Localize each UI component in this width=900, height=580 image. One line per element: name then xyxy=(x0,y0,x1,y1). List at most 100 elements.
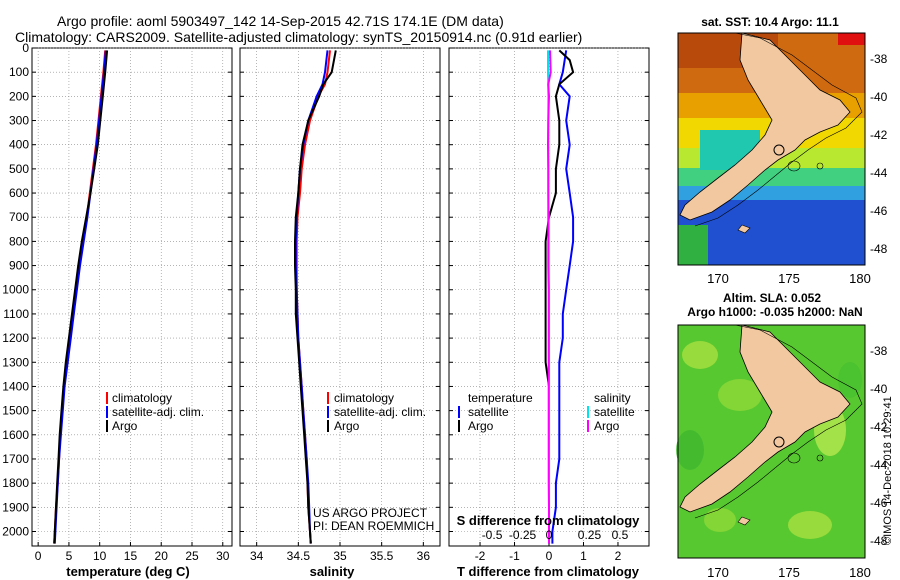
sst-map: -38 -40 -42 -44 -46 -48 170 175 180 xyxy=(677,32,888,286)
depth-tick-label: 1500 xyxy=(2,404,29,418)
legend-temp-argo-label: Argo xyxy=(468,419,494,433)
depth-tick-label: 100 xyxy=(9,65,29,79)
legend-climatology-label: climatology xyxy=(112,391,172,405)
x-tick-label: 35 xyxy=(333,549,347,563)
depth-tick-label: 300 xyxy=(9,114,29,128)
lon-tick-label: 180 xyxy=(849,565,871,580)
depth-tick-label: 0 xyxy=(22,41,29,55)
lat-tick-label: -46 xyxy=(870,204,888,218)
depth-tick-label: 1600 xyxy=(2,428,29,442)
lat-tick-label: -40 xyxy=(870,90,888,104)
figure-title-line-1: Argo profile: aoml 5903497_142 14-Sep-20… xyxy=(57,13,504,29)
series-line-argo xyxy=(53,50,109,544)
series-line-satellite-adj-clim- xyxy=(294,50,329,544)
depth-tick-label: 200 xyxy=(9,89,29,103)
s-tick-label: 0 xyxy=(546,528,553,542)
temperature-axis-label: temperature (deg C) xyxy=(66,564,190,579)
depth-tick-label: 1300 xyxy=(2,355,29,369)
salinity-axis-label: salinity xyxy=(310,564,356,579)
s-tick-label: -0.25 xyxy=(509,528,537,542)
series-line-climatology xyxy=(53,50,107,544)
depth-tick-label: 900 xyxy=(9,259,29,273)
lat-tick-label: -48 xyxy=(870,242,888,256)
depth-tick-label: 500 xyxy=(9,162,29,176)
x-tick-label: 34.5 xyxy=(287,549,311,563)
depth-tick-label: 700 xyxy=(9,210,29,224)
lon-tick-label: 180 xyxy=(849,271,871,286)
x-tick-label: 10 xyxy=(93,549,107,563)
lon-tick-label: 175 xyxy=(778,565,800,580)
lat-tick-label: -38 xyxy=(870,52,888,66)
x-tick-label: 15 xyxy=(124,549,138,563)
lon-tick-label: 170 xyxy=(707,565,729,580)
sst-map-title: sat. SST: 10.4 Argo: 11.1 xyxy=(701,15,839,29)
lat-tick-label: -42 xyxy=(870,420,888,434)
temperature-legend: climatology satellite-adj. clim. Argo xyxy=(106,391,204,433)
x-tick-label: 25 xyxy=(185,549,199,563)
lat-tick-label: -44 xyxy=(870,166,888,180)
imos-timestamp-label: ©IMOS 14-Dec-2018 10:29:41 xyxy=(882,396,894,545)
depth-tick-label: 600 xyxy=(9,186,29,200)
series-line-satellite-adj-clim- xyxy=(53,50,107,544)
lat-tick-label: -42 xyxy=(870,128,888,142)
legend-temperature-heading: temperature xyxy=(468,391,533,405)
salinity-legend: climatology satellite-adj. clim. Argo xyxy=(327,391,426,433)
legend-sal-satellite-label: satellite xyxy=(594,405,635,419)
legend-argo-label: Argo xyxy=(334,419,360,433)
sla-map-lat-ticks: -38 -40 -42 -44 -46 -48 xyxy=(870,344,888,548)
depth-axis-labels: 0 100 200 300 400 500 600 700 800 900 1000 1100 1200… xyxy=(2,41,29,538)
lat-tick-label: -38 xyxy=(870,344,888,358)
depth-tick-label: 1700 xyxy=(2,452,29,466)
difference-legend: temperature satellite Argo salinity sate… xyxy=(458,391,635,433)
s-tick-label: -0.5 xyxy=(482,528,503,542)
temperature-panel-frame xyxy=(31,47,233,547)
legend-satellite-label: satellite-adj. clim. xyxy=(334,405,426,419)
x-tick-label: 2 xyxy=(615,549,622,563)
sla-map: -38 -40 -42 -44 -46 -48 170 175 180 xyxy=(676,324,888,580)
lon-tick-label: 170 xyxy=(707,271,729,286)
depth-tick-label: 1800 xyxy=(2,476,29,490)
x-tick-label: 5 xyxy=(66,549,73,563)
sla-map-isobath xyxy=(694,324,863,519)
x-tick-label: 0 xyxy=(546,549,553,563)
sla-map-subtitle: Argo h1000: -0.035 h2000: NaN xyxy=(687,305,862,319)
sst-map-lon-ticks: 170 175 180 xyxy=(707,271,871,286)
x-tick-label: 34 xyxy=(250,549,264,563)
legend-satellite-label: satellite-adj. clim. xyxy=(112,405,204,419)
depth-tick-label: 1200 xyxy=(2,331,29,345)
lat-tick-label: -44 xyxy=(870,458,888,472)
legend-argo-label: Argo xyxy=(112,419,138,433)
x-tick-label: 36 xyxy=(417,549,431,563)
lon-tick-label: 175 xyxy=(778,271,800,286)
legend-salinity-heading: salinity xyxy=(594,391,631,405)
x-tick-label: 30 xyxy=(216,549,230,563)
sst-map-new-zealand-landmass xyxy=(679,32,851,221)
x-tick-label: -1 xyxy=(509,549,520,563)
legend-climatology-label: climatology xyxy=(334,391,394,405)
series-line-argo xyxy=(294,50,337,544)
sst-map-argo-location-marker xyxy=(773,144,785,156)
x-tick-label: 0 xyxy=(35,549,42,563)
legend-sal-argo-label: Argo xyxy=(594,419,620,433)
x-tick-label: 35.5 xyxy=(370,549,394,563)
depth-tick-label: 1900 xyxy=(2,500,29,514)
t-difference-axis-label: T difference from climatology xyxy=(457,564,640,579)
s-tick-label: 0.25 xyxy=(578,528,602,542)
depth-tick-label: 800 xyxy=(9,234,29,248)
series-line-climatology xyxy=(295,50,331,544)
s-difference-axis-label: S difference from climatology xyxy=(457,513,641,528)
sla-map-lon-ticks: 170 175 180 xyxy=(707,565,871,580)
depth-tick-label: 1400 xyxy=(2,379,29,393)
sla-map-new-zealand-landmass xyxy=(679,324,851,513)
sla-map-title: Altim. SLA: 0.052 xyxy=(723,291,821,305)
s-tick-label: 0.5 xyxy=(612,528,629,542)
series-line-salinity-argo xyxy=(546,50,552,544)
depth-tick-label: 2000 xyxy=(2,524,29,538)
x-tick-label: 1 xyxy=(580,549,587,563)
sst-map-isobath xyxy=(694,32,863,227)
lat-tick-label: -46 xyxy=(870,496,888,510)
legend-temp-satellite-label: satellite xyxy=(468,405,509,419)
lat-tick-label: -40 xyxy=(870,382,888,396)
